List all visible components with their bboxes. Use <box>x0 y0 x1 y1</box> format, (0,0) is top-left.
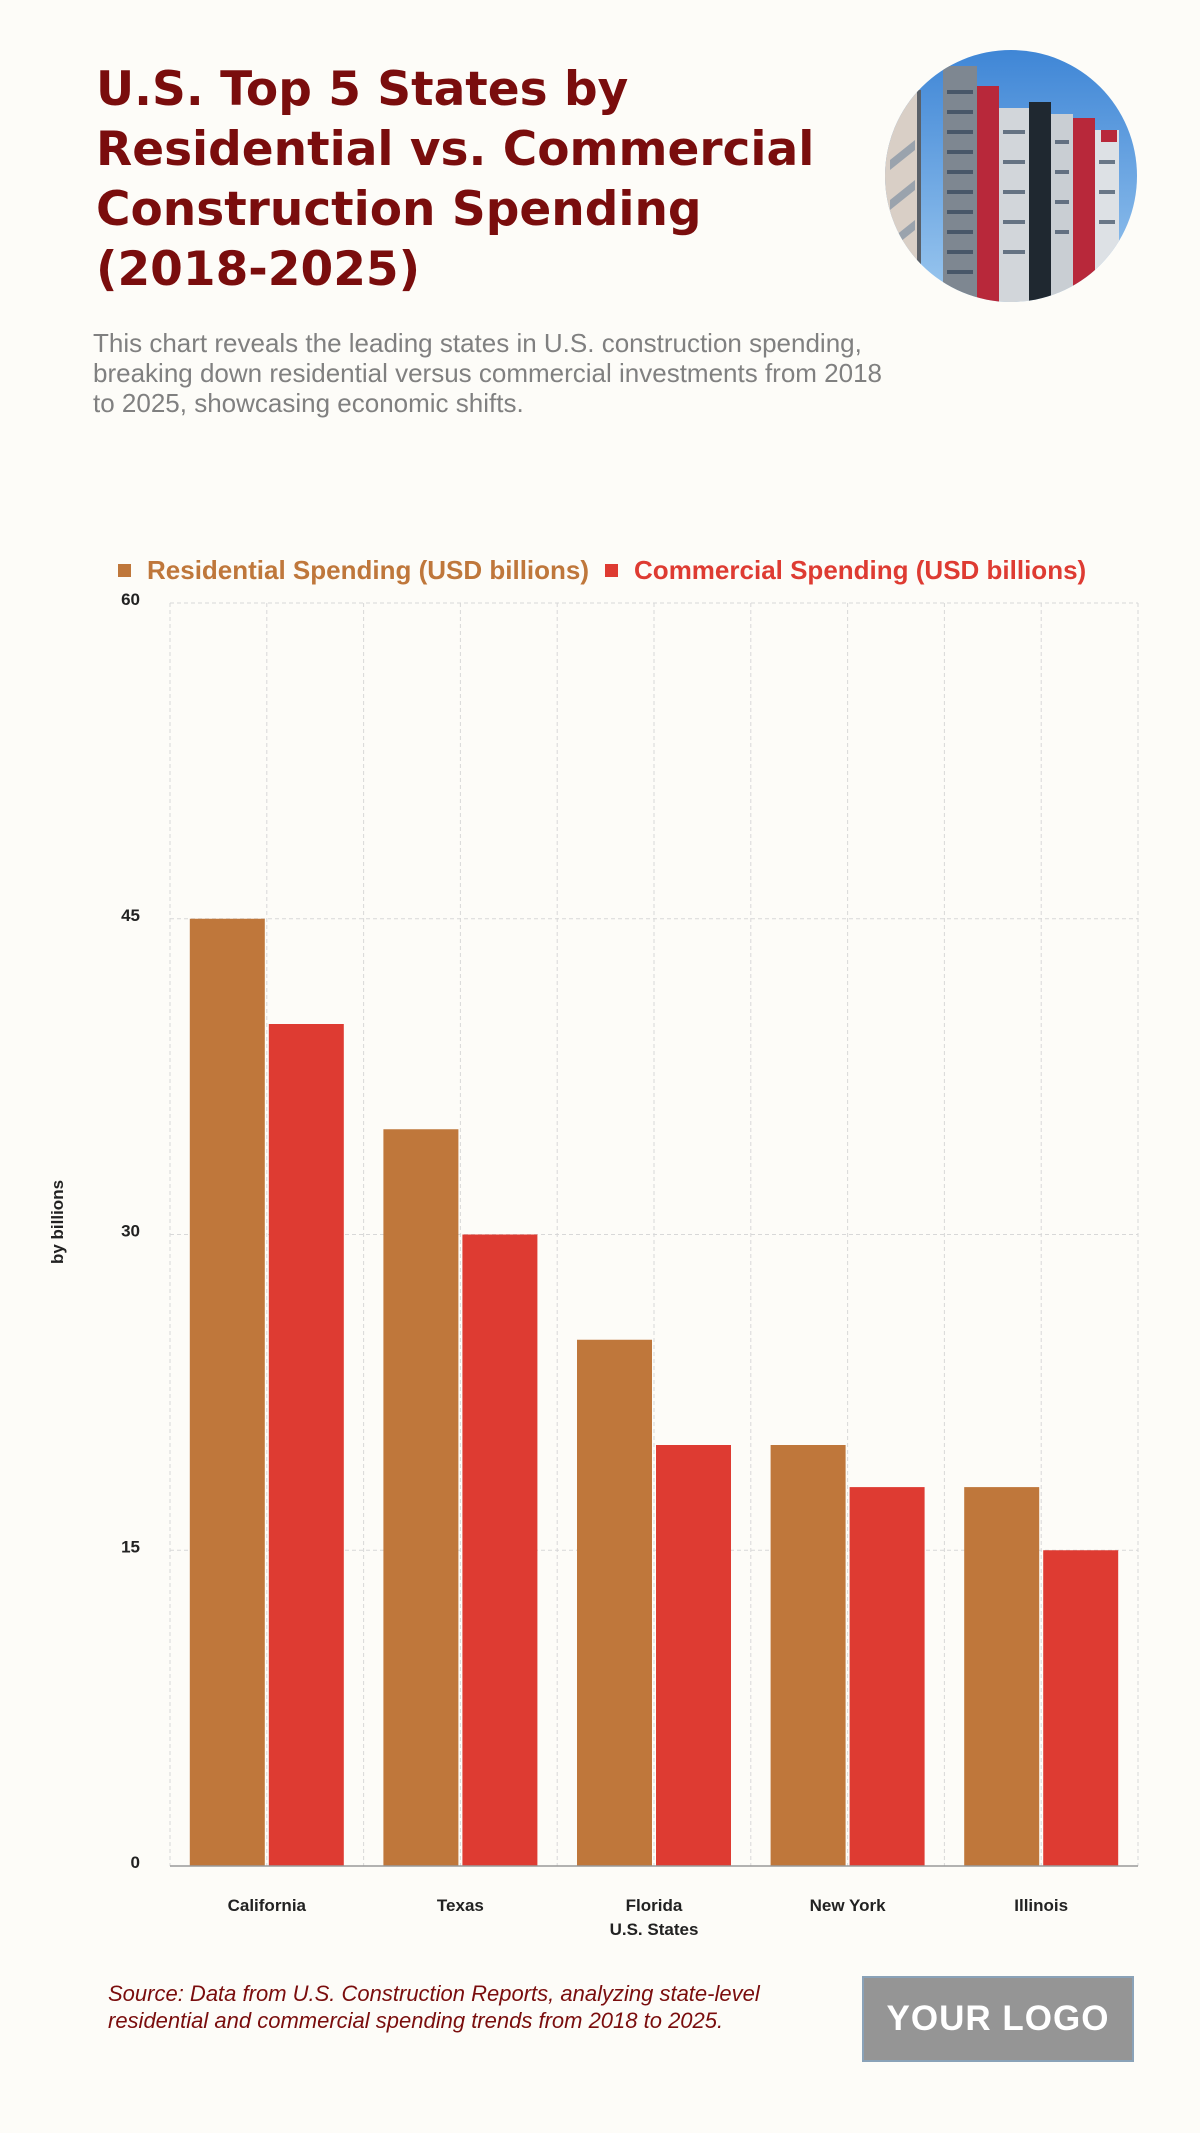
legend-swatch-residential <box>118 563 131 577</box>
bar-residential-new-york <box>770 1445 846 1866</box>
legend-item-residential: Residential Spending (USD billions) <box>118 555 589 586</box>
y-axis-title: by billions <box>48 1180 67 1264</box>
x-tick-label: Florida <box>626 1896 683 1915</box>
y-tick-label: 15 <box>121 1537 140 1556</box>
bar-commercial-illinois <box>1043 1550 1119 1866</box>
y-tick-label: 45 <box>121 906 140 925</box>
y-tick-label: 0 <box>131 1853 140 1872</box>
source-note: Source: Data from U.S. Construction Repo… <box>108 1981 760 2033</box>
chart-title: U.S. Top 5 States by Residential vs. Com… <box>96 62 815 297</box>
building-photo <box>885 50 1137 302</box>
bar-commercial-texas <box>462 1234 538 1866</box>
bar-commercial-california <box>268 1024 344 1866</box>
legend-item-commercial: Commercial Spending (USD billions) <box>605 555 1086 586</box>
x-tick-label: California <box>228 1896 307 1915</box>
x-tick-label: Illinois <box>1014 1896 1068 1915</box>
bar-commercial-florida <box>656 1445 731 1866</box>
legend-label-residential: Residential Spending (USD billions) <box>147 554 590 585</box>
bar-commercial-new-york <box>849 1487 925 1866</box>
x-axis-title: U.S. States <box>610 1920 699 1939</box>
x-tick-label: Texas <box>437 1896 484 1915</box>
logo-placeholder: YOUR LOGO <box>862 1976 1134 2062</box>
bar-residential-california <box>189 918 265 1866</box>
y-tick-label: 30 <box>121 1222 140 1241</box>
y-tick-label: 60 <box>121 590 140 609</box>
chart-legend: Residential Spending (USD billions) Comm… <box>118 553 1102 587</box>
bar-residential-illinois <box>964 1487 1040 1866</box>
bar-residential-florida <box>577 1339 652 1866</box>
legend-label-commercial: Commercial Spending (USD billions) <box>634 554 1087 585</box>
bar-residential-texas <box>383 1129 459 1866</box>
chart-subtitle: This chart reveals the leading states in… <box>93 328 883 418</box>
x-tick-label: New York <box>810 1896 886 1915</box>
legend-swatch-commercial <box>605 563 619 577</box>
